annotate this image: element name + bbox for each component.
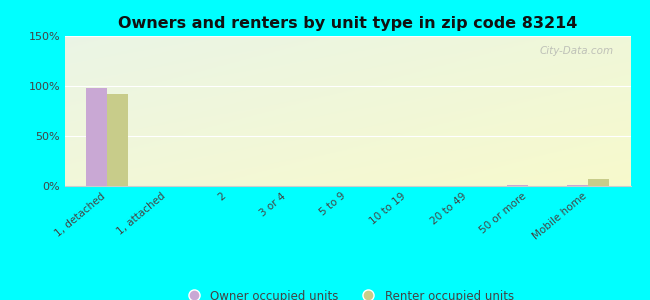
Title: Owners and renters by unit type in zip code 83214: Owners and renters by unit type in zip c… bbox=[118, 16, 577, 31]
Bar bbox=[567, 185, 588, 186]
Legend: Owner occupied units, Renter occupied units: Owner occupied units, Renter occupied un… bbox=[177, 285, 519, 300]
Bar bbox=[86, 88, 107, 186]
Bar bbox=[107, 94, 128, 186]
Bar bbox=[588, 179, 610, 186]
Text: City-Data.com: City-Data.com bbox=[540, 46, 614, 56]
Bar bbox=[507, 185, 528, 186]
